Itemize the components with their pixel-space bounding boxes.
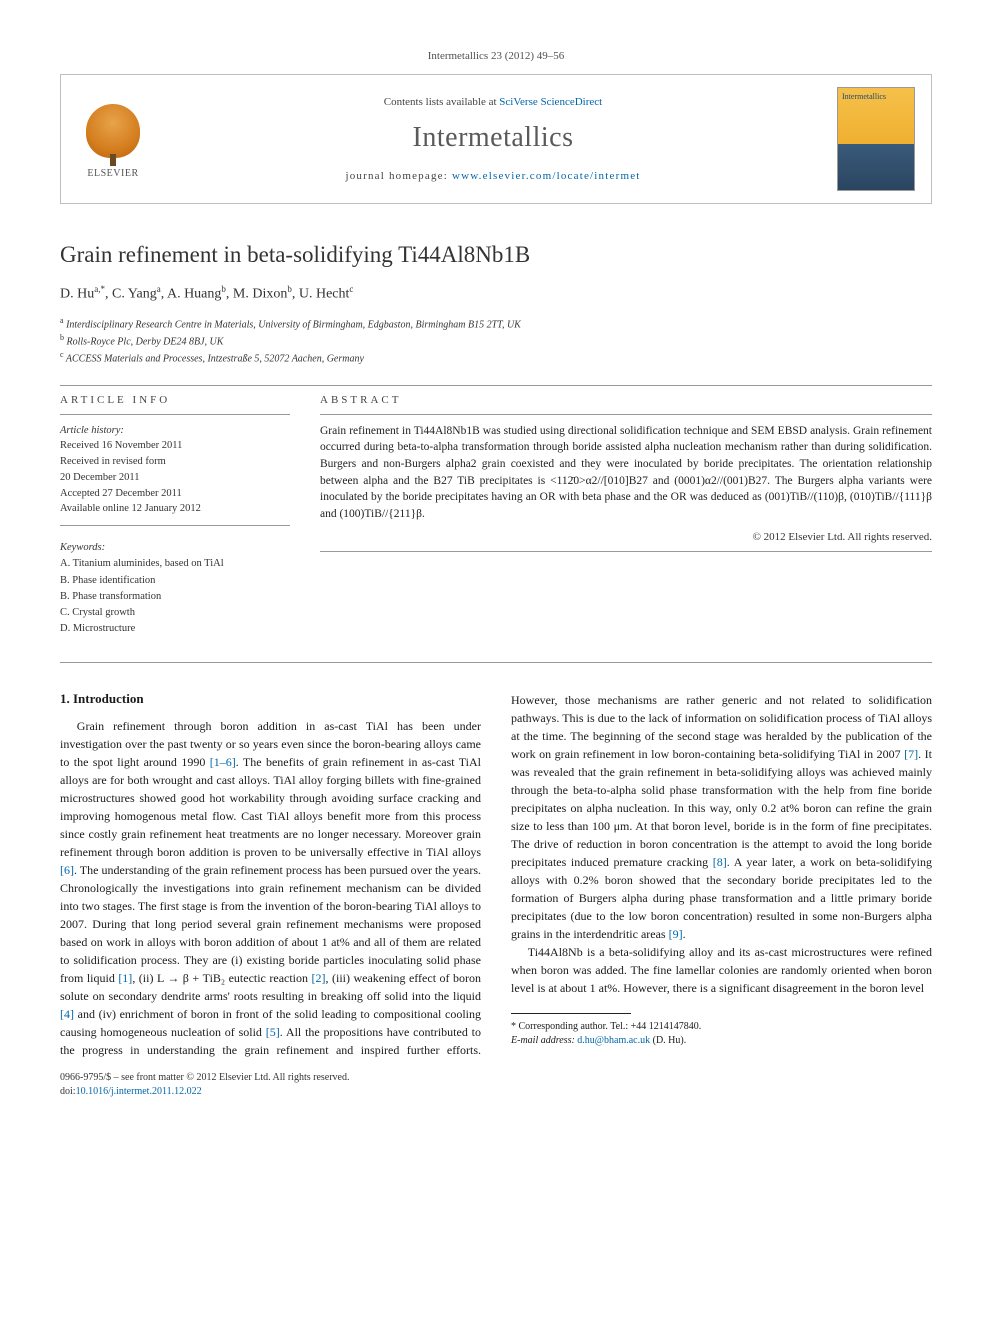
article-title: Grain refinement in beta-solidifying Ti4…	[60, 240, 932, 270]
journal-homepage-line: journal homepage: www.elsevier.com/locat…	[165, 170, 821, 182]
keyword-line: A. Titanium aluminides, based on TiAl	[60, 556, 290, 572]
divider	[60, 662, 932, 663]
keyword-line: C. Crystal growth	[60, 605, 290, 621]
publisher-logo-text: ELSEVIER	[87, 168, 138, 179]
history-line: Available online 12 January 2012	[60, 501, 290, 517]
history-label: Article history:	[60, 423, 290, 439]
citation-link[interactable]: [4]	[60, 1007, 74, 1021]
keywords-label: Keywords:	[60, 540, 290, 556]
page-footer: 0966-9795/$ – see front matter © 2012 El…	[60, 1071, 932, 1099]
elsevier-tree-icon	[86, 104, 140, 158]
journal-cover-thumbnail: Intermetallics	[837, 87, 915, 191]
article-history: Article history: Received 16 November 20…	[60, 423, 290, 518]
sciencedirect-link[interactable]: SciVerse ScienceDirect	[499, 96, 602, 108]
email-suffix: (D. Hu).	[650, 1035, 686, 1046]
author-list: D. Hua,*, C. Yanga, A. Huangb, M. Dixonb…	[60, 284, 932, 303]
journal-homepage-link[interactable]: www.elsevier.com/locate/intermet	[452, 170, 641, 182]
divider	[320, 414, 932, 415]
keyword-line: B. Phase transformation	[60, 589, 290, 605]
footnote-separator	[511, 1013, 631, 1014]
body-text-run: . The benefits of grain refinement in as…	[60, 755, 481, 859]
body-text-run: , (ii) L → β + TiB₂ eutectic reaction	[132, 971, 311, 985]
body-columns: 1. Introduction Grain refinement through…	[60, 691, 932, 1059]
body-text-run: . The understanding of the grain refinem…	[60, 863, 481, 985]
divider	[60, 414, 290, 415]
body-text-run: .	[683, 927, 686, 941]
citation-link[interactable]: [5]	[266, 1025, 280, 1039]
publisher-logo: ELSEVIER	[77, 99, 149, 179]
abstract-label: ABSTRACT	[320, 394, 932, 406]
keyword-line: D. Microstructure	[60, 621, 290, 637]
affiliation-line: a Interdisciplinary Research Centre in M…	[60, 315, 932, 332]
article-info-label: ARTICLE INFO	[60, 394, 290, 406]
email-label: E-mail address:	[511, 1035, 577, 1046]
history-line: Accepted 27 December 2011	[60, 486, 290, 502]
corresponding-author-footnote: * Corresponding author. Tel.: +44 121414…	[511, 1020, 932, 1048]
cover-thumb-title: Intermetallics	[842, 92, 910, 101]
body-paragraph: Ti44Al8Nb is a beta-solidifying alloy an…	[511, 943, 932, 997]
citation-link[interactable]: [2]	[312, 971, 326, 985]
divider	[60, 385, 932, 386]
affiliation-line: b Rolls-Royce Plc, Derby DE24 8BJ, UK	[60, 332, 932, 349]
citation-link[interactable]: [7]	[904, 747, 918, 761]
abstract-copyright: © 2012 Elsevier Ltd. All rights reserved…	[320, 531, 932, 543]
keywords-block: Keywords: A. Titanium aluminides, based …	[60, 540, 290, 638]
doi-prefix: doi:	[60, 1086, 76, 1097]
divider	[320, 551, 932, 552]
contents-prefix: Contents lists available at	[384, 96, 499, 108]
journal-header: ELSEVIER Contents lists available at Sci…	[60, 74, 932, 204]
corr-author-tel: * Corresponding author. Tel.: +44 121414…	[511, 1020, 932, 1034]
history-line: 20 December 2011	[60, 470, 290, 486]
abstract-text: Grain refinement in Ti44Al8Nb1B was stud…	[320, 423, 932, 523]
keyword-line: B. Phase identification	[60, 573, 290, 589]
journal-name: Intermetallics	[165, 122, 821, 154]
body-text-run: . It was revealed that the grain refinem…	[511, 747, 932, 869]
contents-available-line: Contents lists available at SciVerse Sci…	[165, 96, 821, 108]
doi-link[interactable]: 10.1016/j.intermet.2011.12.022	[76, 1086, 202, 1097]
issn-copyright-line: 0966-9795/$ – see front matter © 2012 El…	[60, 1071, 932, 1085]
body-paragraph: Grain refinement through boron addition …	[60, 691, 932, 1059]
corr-author-email-link[interactable]: d.hu@bham.ac.uk	[577, 1035, 650, 1046]
history-line: Received in revised form	[60, 454, 290, 470]
affiliation-list: a Interdisciplinary Research Centre in M…	[60, 315, 932, 367]
citation-link[interactable]: [1–6]	[210, 755, 236, 769]
citation-link[interactable]: [9]	[669, 927, 683, 941]
journal-reference: Intermetallics 23 (2012) 49–56	[60, 50, 932, 62]
homepage-prefix: journal homepage:	[345, 170, 452, 182]
affiliation-line: c ACCESS Materials and Processes, Intzes…	[60, 349, 932, 366]
divider	[60, 525, 290, 526]
citation-link[interactable]: [1]	[118, 971, 132, 985]
citation-link[interactable]: [8]	[713, 855, 727, 869]
section-heading-introduction: 1. Introduction	[60, 691, 481, 707]
citation-link[interactable]: [6]	[60, 863, 74, 877]
history-line: Received 16 November 2011	[60, 438, 290, 454]
